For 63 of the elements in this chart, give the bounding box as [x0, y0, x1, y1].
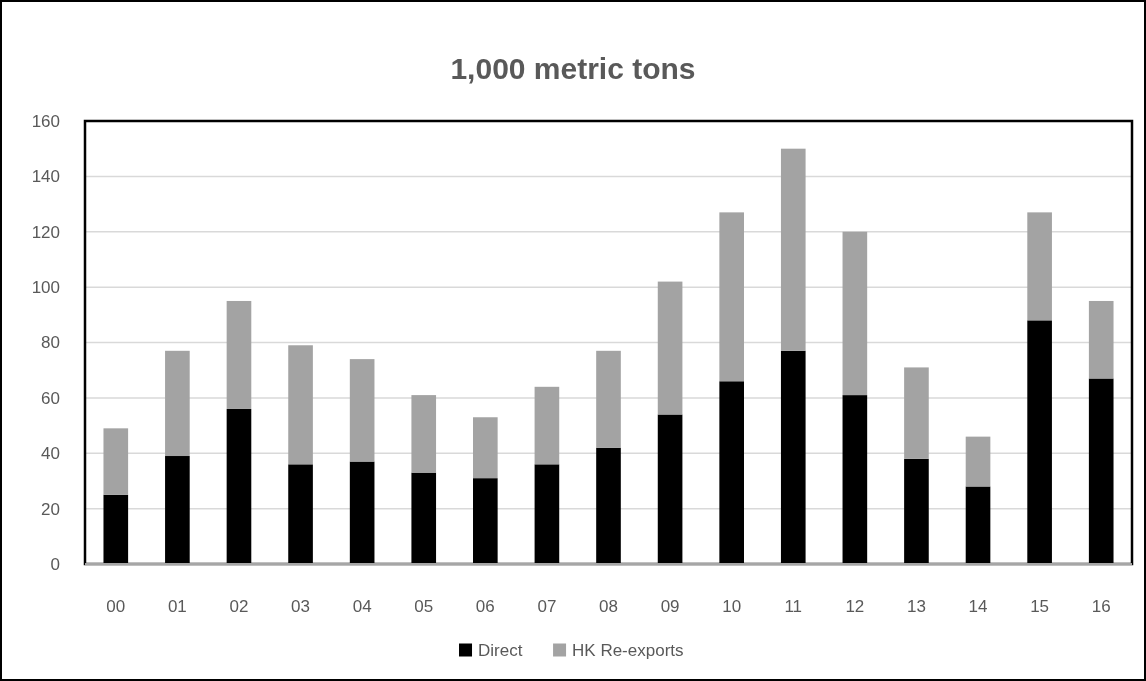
legend-label: Direct [478, 640, 523, 660]
x-tick-label: 02 [229, 596, 249, 616]
x-tick-label: 14 [968, 596, 988, 616]
y-tick-label: 160 [31, 111, 60, 131]
chart-title: 1,000 metric tons [450, 51, 696, 85]
x-tick-label: 04 [352, 596, 372, 616]
bar [596, 350, 621, 448]
y-tick-label: 140 [31, 167, 60, 187]
x-tick-label: 06 [475, 596, 495, 616]
bar [780, 350, 806, 564]
bar [103, 494, 129, 564]
x-tick-label: 08 [599, 596, 618, 616]
bar [596, 447, 621, 564]
y-tick-label: 100 [31, 278, 60, 298]
y-tick-label: 0 [50, 554, 60, 574]
legend-label: HK Re-exports [572, 640, 684, 660]
y-tick-label: 120 [31, 222, 60, 242]
y-tick-label: 20 [41, 499, 60, 519]
bar [904, 458, 929, 564]
bar [349, 461, 375, 564]
bar [657, 281, 683, 415]
x-tick-label: 09 [660, 596, 680, 616]
bar [904, 367, 929, 459]
x-tick-label: 13 [906, 596, 926, 616]
bar [103, 428, 129, 495]
bar [965, 436, 991, 487]
y-tick-label: 60 [41, 388, 60, 408]
bar [411, 472, 437, 564]
x-tick-label: 12 [845, 596, 865, 616]
bar [1088, 300, 1114, 379]
bar [288, 464, 313, 564]
bar [657, 414, 683, 564]
x-tick-label: 00 [106, 596, 126, 616]
bar [719, 212, 744, 382]
x-tick-label: 05 [414, 596, 434, 616]
bar [226, 408, 252, 564]
bar [534, 464, 560, 564]
bar [1027, 320, 1052, 564]
bar [534, 386, 560, 465]
bar [165, 350, 190, 457]
x-tick-label: 03 [291, 596, 311, 616]
bar [1088, 378, 1114, 564]
bar [780, 148, 806, 351]
x-tick-label: 16 [1091, 596, 1111, 616]
bar [842, 395, 868, 564]
x-tick-label: 07 [537, 596, 557, 616]
bar [473, 417, 498, 479]
bar [349, 359, 375, 462]
bar [965, 486, 991, 564]
bar [719, 381, 744, 564]
bar [288, 345, 313, 465]
y-tick-label: 80 [41, 333, 60, 353]
x-tick-label: 01 [167, 596, 187, 616]
x-tick-label: 10 [722, 596, 742, 616]
x-tick-label: 15 [1030, 596, 1050, 616]
bar [842, 231, 868, 396]
bar [411, 395, 437, 473]
bar [226, 300, 252, 409]
bar [1027, 212, 1052, 321]
bar [473, 478, 498, 564]
y-tick-label: 40 [41, 444, 60, 464]
bar [165, 456, 190, 564]
x-tick-label: 11 [784, 596, 803, 616]
